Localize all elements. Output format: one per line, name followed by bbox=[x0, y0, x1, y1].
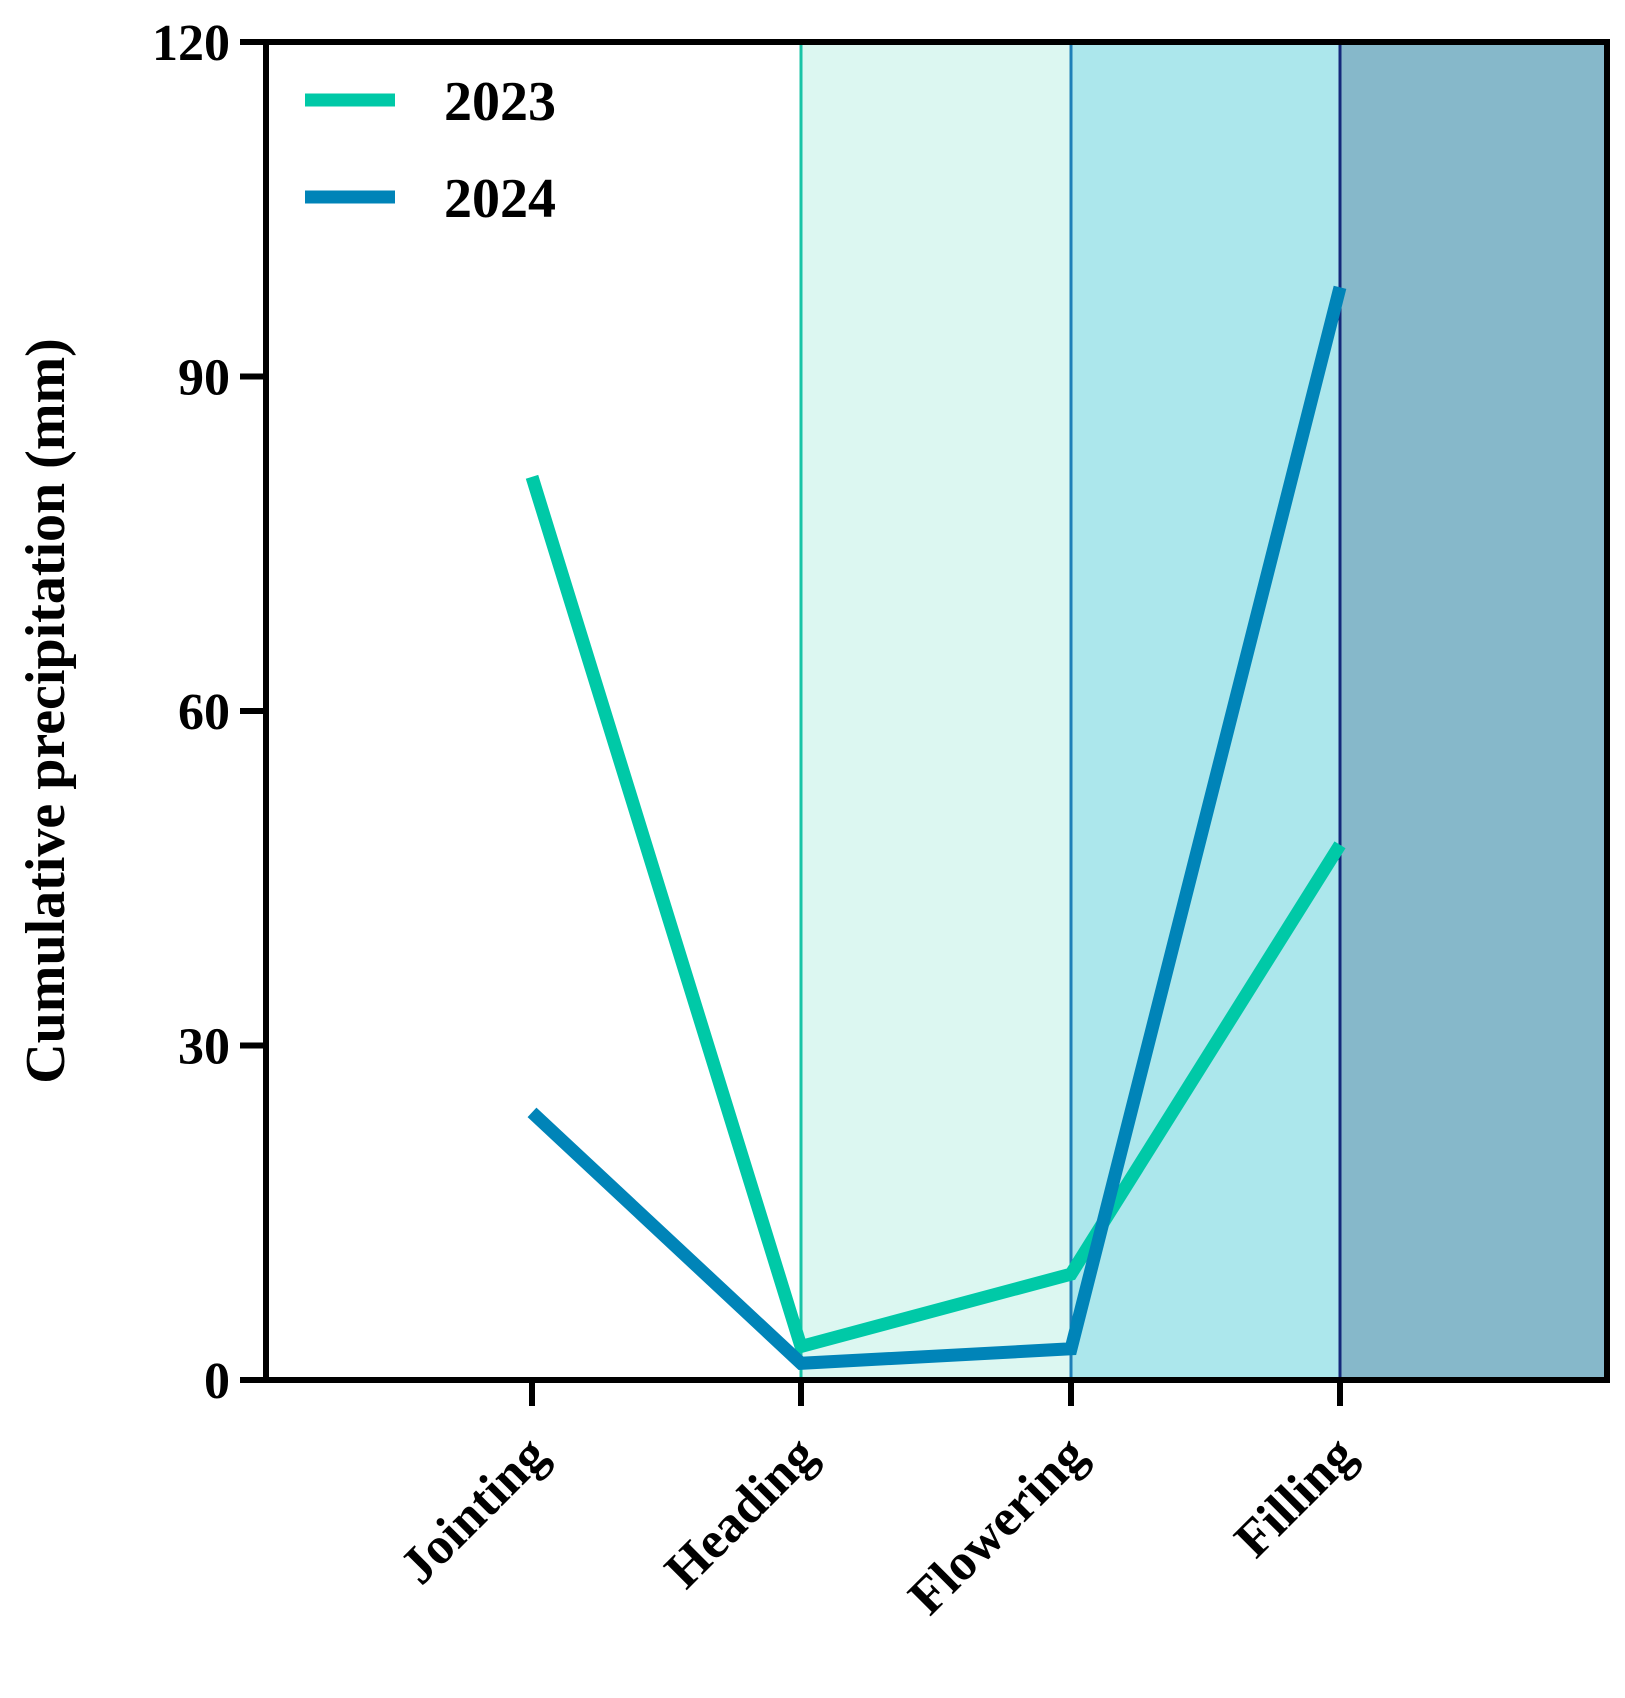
y-tick-label: 30 bbox=[178, 1019, 230, 1076]
x-tick-label-heading: Heading bbox=[654, 1426, 827, 1599]
x-tick-label-flowering: Flowering bbox=[898, 1426, 1098, 1626]
stage-band-1 bbox=[801, 42, 1071, 1380]
y-axis-ticks: 0 30 60 90 120 bbox=[152, 15, 266, 1410]
y-tick-label: 90 bbox=[178, 350, 230, 407]
legend-label-2023: 2023 bbox=[444, 71, 556, 133]
y-axis-title: Cumulative precipitation (mm) bbox=[15, 338, 77, 1084]
series-lines bbox=[525, 285, 1347, 1370]
y-tick-label: 0 bbox=[204, 1353, 230, 1410]
series-line-2023 bbox=[525, 474, 1346, 1355]
x-tick-label-jointing: Jointing bbox=[389, 1426, 558, 1595]
x-axis-ticks: Jointing Heading Flowering Filling bbox=[389, 1380, 1366, 1626]
stage-bands bbox=[799, 42, 1607, 1380]
stage-band-3 bbox=[1340, 42, 1607, 1380]
y-tick-label: 60 bbox=[178, 684, 230, 741]
y-tick-label: 120 bbox=[152, 15, 230, 72]
legend: 2023 2024 bbox=[305, 71, 556, 230]
legend-label-2024: 2024 bbox=[444, 168, 556, 230]
series-line-2024 bbox=[527, 285, 1347, 1370]
x-tick-label-filling: Filling bbox=[1224, 1426, 1366, 1568]
